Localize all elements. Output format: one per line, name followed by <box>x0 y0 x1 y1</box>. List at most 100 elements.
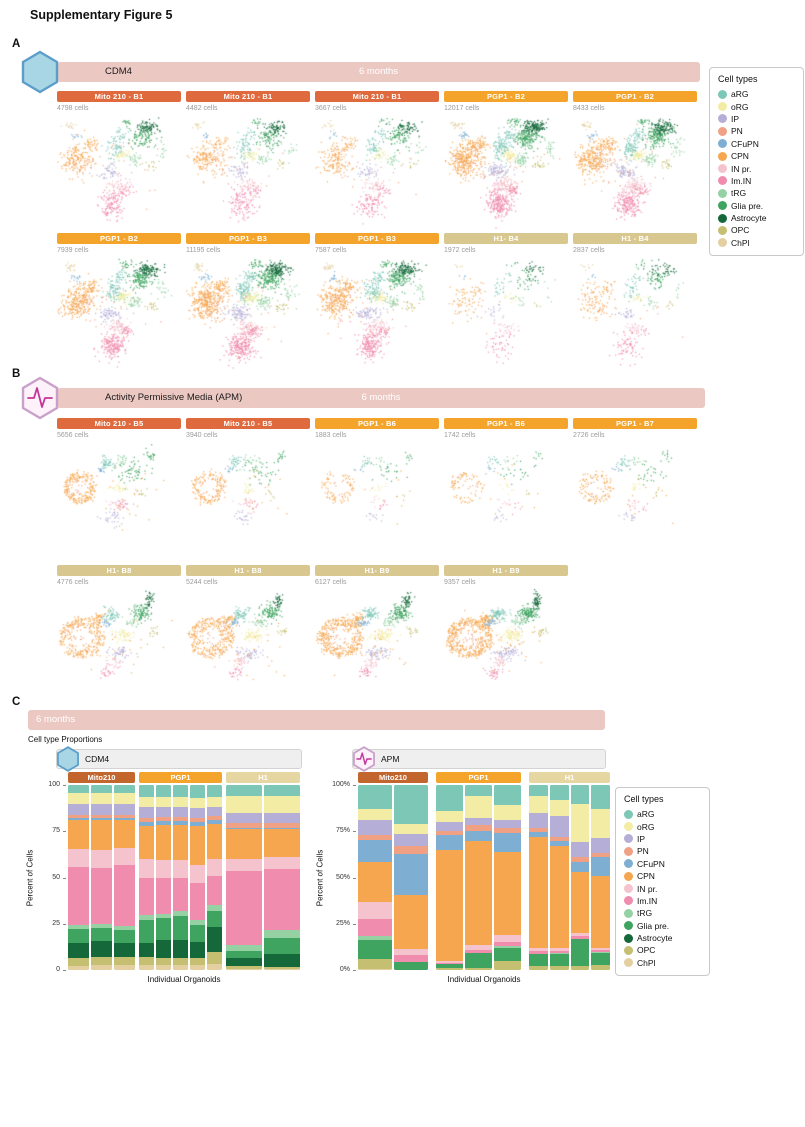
stacked-bar <box>549 785 569 970</box>
bar-segment <box>207 875 222 906</box>
y-axis-tick-label: 100 <box>48 781 60 788</box>
bar-segment <box>226 796 262 813</box>
bar-segment <box>529 812 548 828</box>
umap-cell-count: 12017 cells <box>444 105 480 112</box>
bar-segment <box>264 857 300 870</box>
legend-item: IN pr. <box>718 162 796 174</box>
bar-segment <box>436 810 463 822</box>
section-a-label: A <box>12 38 21 50</box>
umap-cell-count: 3667 cells <box>315 105 347 112</box>
stacked-bar <box>173 785 188 970</box>
legend-color-dot <box>624 958 633 968</box>
section-c-label: C <box>12 696 21 708</box>
bar-segment <box>139 858 154 879</box>
legend-item: tRG <box>624 907 702 919</box>
bar-segment <box>591 857 610 876</box>
y-axis-tick-label: 0 <box>56 966 60 973</box>
umap-row-a2: PGP1 - B2 7939 cells PGP1 - B3 11195 cells P… <box>57 233 697 371</box>
umap-panel: Mito 210 - B1 3667 cells <box>315 91 439 229</box>
bar-segment <box>264 812 300 823</box>
legend-color-dot <box>718 89 727 99</box>
umap-cell-count: 5244 cells <box>186 579 218 586</box>
bar-segment <box>358 935 392 941</box>
legend-color-dot <box>718 188 727 198</box>
bar-segment <box>529 950 548 955</box>
bar-segment <box>190 924 205 943</box>
bar-segment <box>549 785 569 800</box>
stacked-bar <box>465 785 492 970</box>
bar-segment <box>436 834 463 850</box>
umap-panel: H1 - B4 2837 cells <box>573 233 697 371</box>
y-axis-tick-label: 75 <box>52 827 60 835</box>
bar-segment <box>494 945 521 948</box>
bar-segment <box>226 812 262 823</box>
bar-segment <box>207 797 222 808</box>
bar-segment <box>173 797 188 808</box>
bar-segment <box>91 814 112 819</box>
bar-segment <box>264 954 300 968</box>
stacked-bar <box>190 785 205 970</box>
bar-segment <box>436 821 463 832</box>
bar-segment <box>494 828 521 834</box>
bar-segment <box>591 953 610 966</box>
bar-segment <box>494 785 521 806</box>
umap-panel: H1- B8 4776 cells <box>57 565 181 691</box>
bar-segment <box>591 852 610 858</box>
figure-title: Supplementary Figure 5 <box>30 8 173 22</box>
legend-label: CPN <box>731 151 749 162</box>
bar-segment <box>139 797 154 808</box>
bar-segment <box>91 928 112 942</box>
legend-item: tRG <box>718 187 796 199</box>
legend-item: PN <box>718 125 796 137</box>
bar-segment <box>156 817 171 822</box>
x-axis-label: Individual Organoids <box>447 975 521 984</box>
legend-item: CFuPN <box>624 858 702 870</box>
legend-item: Astrocyte <box>624 932 702 944</box>
timepoint-label: 6 months <box>358 66 399 77</box>
bar-segment <box>465 968 492 970</box>
bar-segment <box>549 954 569 967</box>
bar-segment <box>358 861 392 903</box>
bar-segment <box>68 929 89 944</box>
bar-segment <box>114 785 135 794</box>
bar-segment <box>68 804 89 815</box>
section-b-label: B <box>12 368 21 380</box>
bar-segment <box>226 829 262 859</box>
legend-item: CPN <box>624 870 702 882</box>
umap-cell-count: 8433 cells <box>573 105 605 112</box>
bar-segment <box>436 962 463 965</box>
umap-plot <box>315 255 439 371</box>
bar-segment <box>139 915 154 920</box>
umap-panel-header: Mito 210 - B5 <box>186 418 310 429</box>
bar-segment <box>91 804 112 815</box>
bar-segment <box>156 785 171 798</box>
bar-segment <box>494 805 521 821</box>
bar-segment <box>156 965 171 970</box>
bar-segment <box>139 878 154 916</box>
bar-segment <box>91 818 112 821</box>
bar-segment <box>358 785 392 810</box>
bar-segment <box>570 935 590 939</box>
legend-label: Glia pre. <box>637 920 670 931</box>
bar-segment <box>91 868 112 924</box>
umap-plot <box>186 255 310 371</box>
bar-segment <box>358 919 392 936</box>
bar-segment <box>549 846 569 948</box>
legend-item: Astrocyte <box>718 212 796 224</box>
legend-item: oRG <box>718 100 796 112</box>
bar-segment <box>156 878 171 914</box>
bar-segment <box>139 957 154 966</box>
bar-segment <box>173 817 188 822</box>
bar-segment <box>358 958 392 970</box>
bar-segment <box>358 834 392 840</box>
bar-segment <box>68 818 89 821</box>
legend-item: oRG <box>624 820 702 832</box>
bar-segment <box>173 821 188 825</box>
bar-segment <box>394 854 428 896</box>
bar-segment <box>494 960 521 970</box>
bar-segment <box>207 905 222 911</box>
legend-item: CFuPN <box>718 138 796 150</box>
umap-plot <box>444 113 568 229</box>
bar-group-header: H1 <box>529 772 610 783</box>
bar-segment <box>465 944 492 950</box>
